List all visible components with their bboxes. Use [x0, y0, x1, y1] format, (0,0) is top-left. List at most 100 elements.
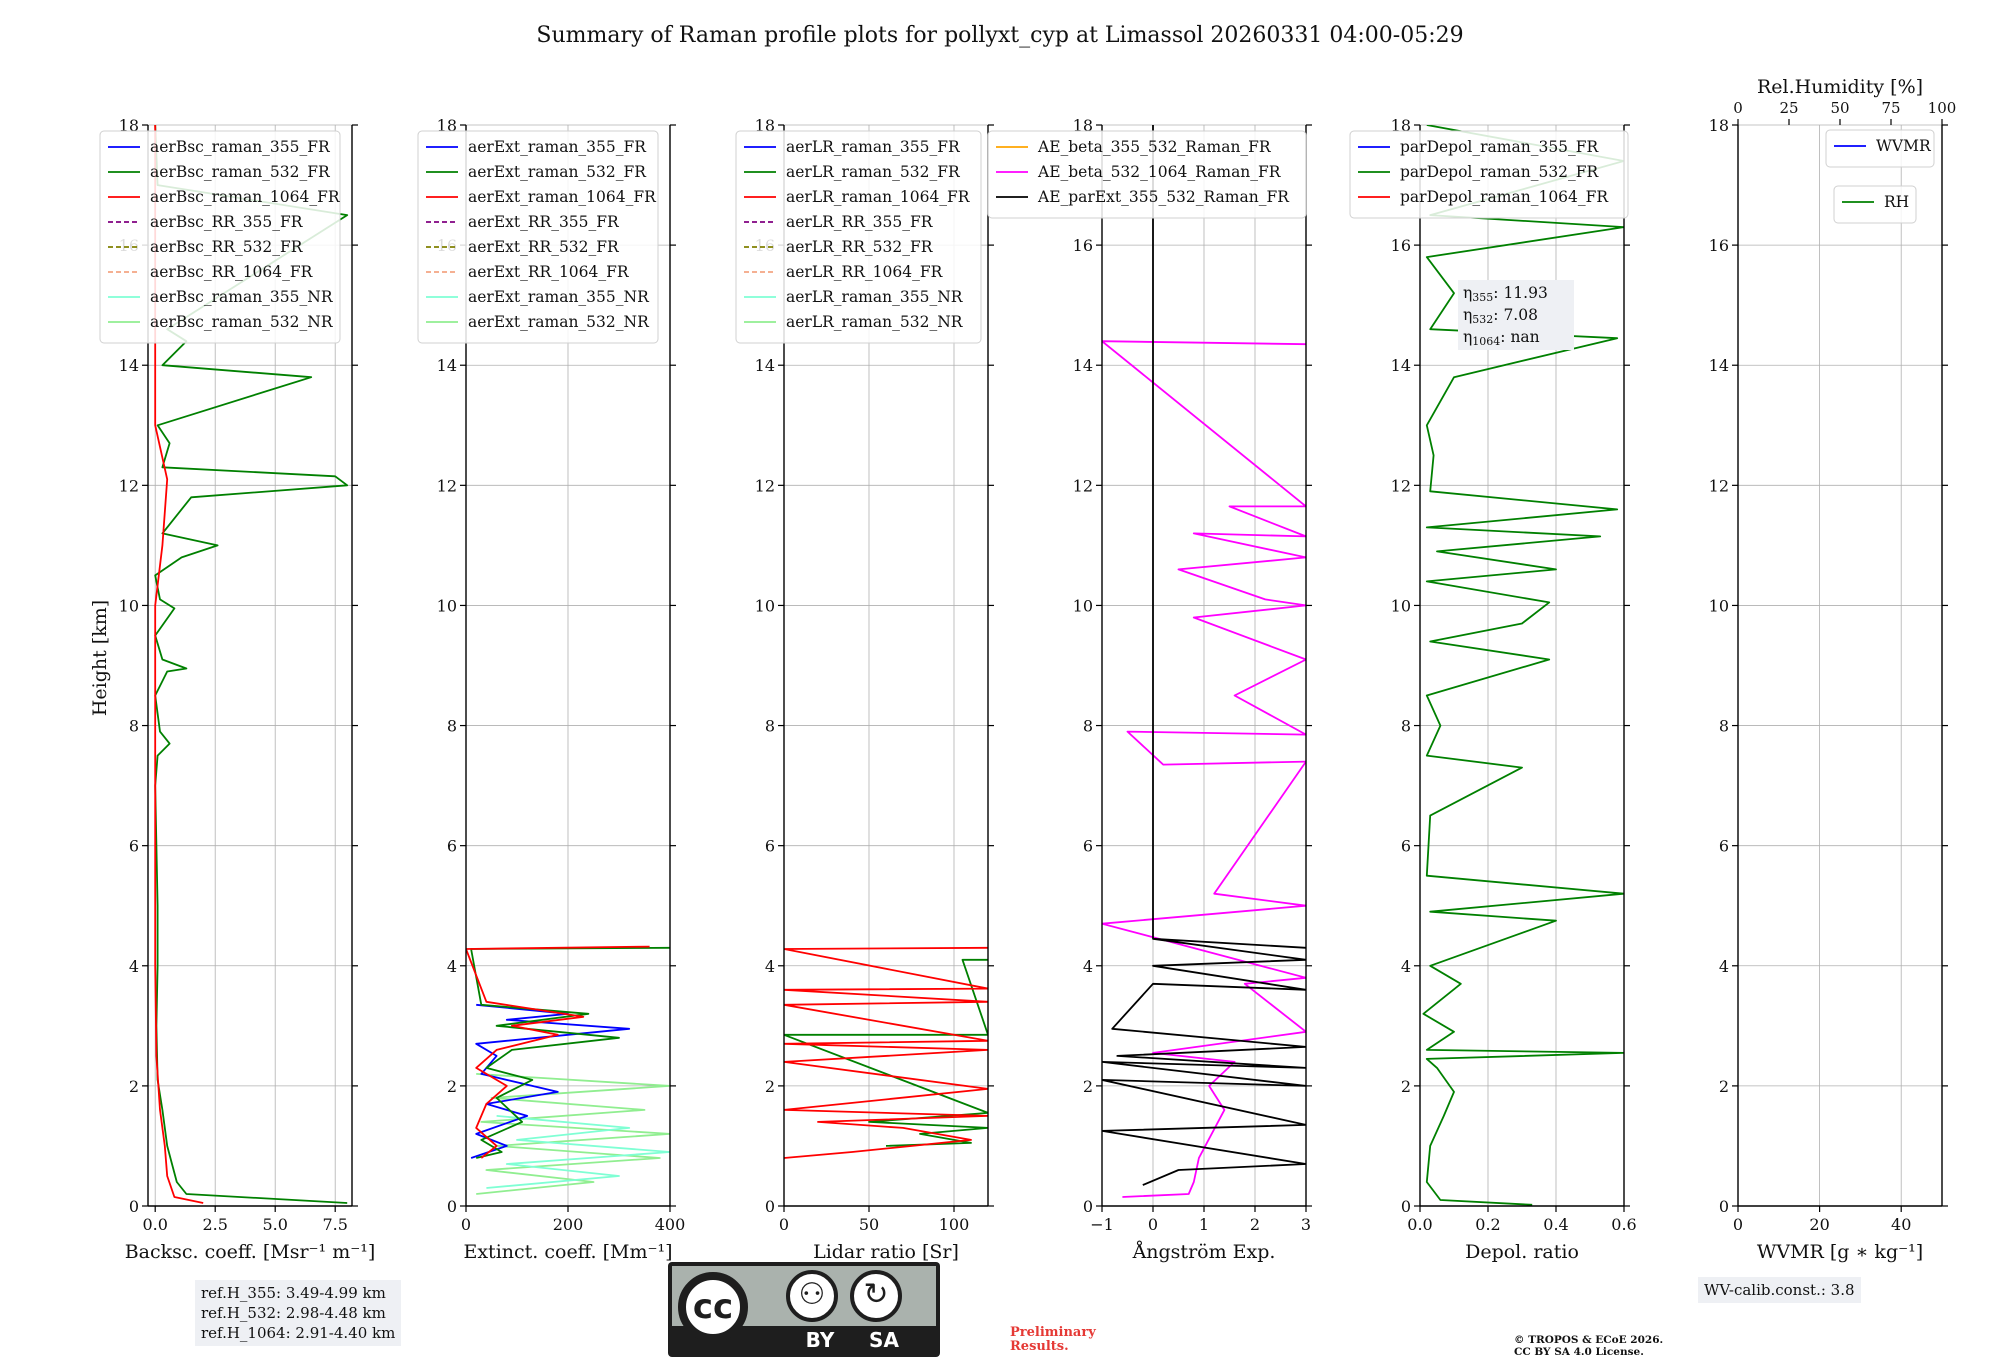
legend-entry: aerExt_raman_532_NR [468, 313, 650, 331]
x-tick-label: 0.4 [1543, 1215, 1568, 1234]
x-tick-label: 0.2 [1475, 1215, 1500, 1234]
y-tick-label: 0 [129, 1197, 139, 1216]
x-tick-label: 400 [655, 1215, 686, 1234]
x-axis-label: Ångström Exp. [1132, 1241, 1276, 1263]
y-tick-label: 14 [119, 356, 139, 375]
cc-sa-label: SA [869, 1328, 899, 1352]
series-AE_beta_532_1064_Raman_FR [1102, 340, 1306, 1198]
y-tick-label: 0 [765, 1197, 775, 1216]
y-tick-label: 12 [1709, 476, 1729, 495]
legend-entry: parDepol_raman_532_FR [1400, 163, 1600, 181]
legend-entry: aerBsc_RR_532_FR [150, 238, 304, 256]
x-axis-label: WVMR [g ∗ kg⁻¹] [1757, 1241, 1923, 1263]
x-tick-label: 0.6 [1611, 1215, 1636, 1234]
legend-entry: aerLR_RR_1064_FR [786, 263, 944, 281]
cc-license-badge: cc ⚇ ↻ BY SA [668, 1262, 940, 1357]
y-tick-label: 0 [1719, 1197, 1729, 1216]
wv-calib-text: WV-calib.const.: 3.8 [1704, 1281, 1855, 1299]
copyright-note: © TROPOS & ECoE 2026. CC BY SA 4.0 Licen… [1514, 1334, 1663, 1358]
eta-1064: η1064: nan [1463, 328, 1540, 348]
x-tick-label: 200 [553, 1215, 584, 1234]
legend: aerExt_raman_355_FR aerExt_raman_532_FRae… [417, 130, 659, 344]
x-axis-label: Depol. ratio [1465, 1241, 1579, 1263]
x-tick-label: 0 [1148, 1215, 1158, 1234]
share-alike-icon: ↻ [850, 1270, 902, 1322]
y-tick-label: 12 [1391, 476, 1411, 495]
series-aerLR_raman_532_FR [784, 958, 988, 1147]
legend-entry: aerLR_raman_355_NR [786, 288, 964, 306]
eta-532: η532: 7.08 [1463, 306, 1538, 326]
y-tick-label: 4 [1401, 957, 1411, 976]
legend-entry: parDepol_raman_355_FR [1400, 138, 1600, 156]
legend-rh: RH [1833, 185, 1917, 224]
top-x-tick-label: 75 [1881, 99, 1900, 117]
x-tick-label: 1 [1199, 1215, 1209, 1234]
y-tick-label: 18 [1709, 116, 1729, 135]
legend-entry: aerLR_raman_1064_FR [786, 188, 971, 206]
legend-entry: aerBsc_raman_355_NR [150, 288, 334, 306]
y-tick-label: 12 [755, 476, 775, 495]
x-tick-label: 2.5 [202, 1215, 227, 1234]
y-tick-label: 16 [1709, 236, 1729, 255]
eta-355: η355: 11.93 [1463, 284, 1548, 304]
y-tick-label: 18 [437, 116, 457, 135]
legend-entry: aerExt_raman_1064_FR [468, 188, 657, 206]
y-tick-label: 6 [1719, 837, 1729, 856]
series-aerExt_raman_532_FR [470, 946, 670, 1159]
legend-entry: aerLR_raman_532_FR [786, 163, 961, 181]
top-x-tick-label: 50 [1830, 99, 1849, 117]
y-tick-label: 14 [755, 356, 775, 375]
legend-entry: aerLR_RR_532_FR [786, 238, 934, 256]
y-tick-label: 18 [1073, 116, 1093, 135]
legend-frame [417, 130, 659, 344]
legend-entry: AE_beta_355_532_Raman_FR [1037, 138, 1272, 156]
legend-entry: aerExt_raman_355_NR [468, 288, 650, 306]
y-tick-label: 14 [437, 356, 457, 375]
y-tick-label: 10 [1391, 596, 1411, 615]
top-x-tick-label: 100 [1928, 99, 1957, 117]
top-axis-label: Rel.Humidity [%] [1757, 76, 1923, 98]
y-tick-label: 2 [1401, 1077, 1411, 1096]
y-tick-label: 4 [1083, 957, 1093, 976]
legend: AE_beta_355_532_Raman_FR AE_beta_532_1064… [987, 130, 1307, 219]
legend-entry: aerExt_raman_355_FR [468, 138, 647, 156]
y-tick-label: 8 [1401, 717, 1411, 736]
y-tick-label: 16 [1073, 236, 1093, 255]
legend: WVMR [1825, 129, 1935, 168]
x-tick-label: 100 [939, 1215, 970, 1234]
y-tick-label: 8 [129, 717, 139, 736]
top-x-tick-label: 0 [1733, 99, 1743, 117]
x-tick-label: 50 [859, 1215, 879, 1234]
preliminary-line-1: Preliminary [1010, 1325, 1096, 1340]
legend-frame [1349, 130, 1629, 219]
y-tick-label: 10 [1073, 596, 1093, 615]
legend-entry: aerBsc_RR_355_FR [150, 213, 304, 231]
y-tick-label: 2 [1083, 1077, 1093, 1096]
x-tick-label: 0.0 [142, 1215, 167, 1234]
x-tick-label: 2 [1250, 1215, 1260, 1234]
x-tick-label: 7.5 [322, 1215, 347, 1234]
series-aerExt_raman_1064_FR [466, 945, 650, 1159]
legend-entry: aerLR_RR_355_FR [786, 213, 934, 231]
x-tick-label: −1 [1090, 1215, 1114, 1234]
legend-entry: aerLR_raman_532_NR [786, 313, 964, 331]
legend-frame [987, 130, 1307, 219]
legend: aerBsc_raman_355_FR aerBsc_raman_532_FRae… [99, 130, 341, 344]
y-tick-label: 6 [129, 837, 139, 856]
y-tick-label: 14 [1391, 356, 1411, 375]
y-tick-label: 8 [765, 717, 775, 736]
legend-entry: aerLR_raman_355_FR [786, 138, 961, 156]
legend-entry: AE_beta_532_1064_Raman_FR [1037, 163, 1282, 181]
series-aerBsc_raman_532_FR [154, 125, 349, 1204]
legend-entry: aerBsc_raman_532_FR [150, 163, 331, 181]
x-tick-label: 40 [1891, 1215, 1911, 1234]
legend-entry: aerBsc_raman_532_NR [150, 313, 334, 331]
y-tick-label: 2 [129, 1077, 139, 1096]
legend-entry: aerExt_RR_532_FR [468, 238, 620, 256]
y-tick-label: 10 [755, 596, 775, 615]
y-tick-label: 4 [1719, 957, 1729, 976]
